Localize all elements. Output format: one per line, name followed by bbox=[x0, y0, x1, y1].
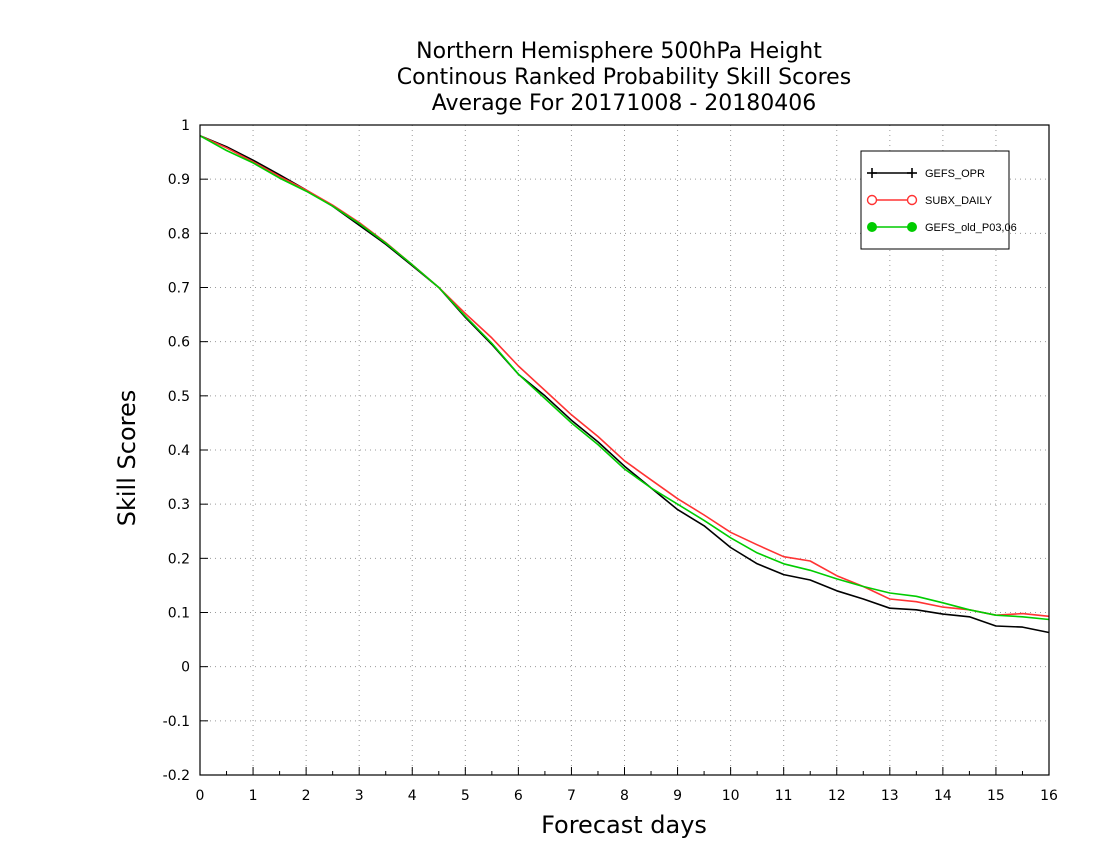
x-tick-label: 11 bbox=[775, 788, 793, 804]
x-tick-label: 3 bbox=[355, 788, 364, 804]
y-tick-label: 0.7 bbox=[168, 281, 190, 297]
chart-title: Northern Hemisphere 500hPa Height Contin… bbox=[397, 39, 851, 116]
x-tick-label: 13 bbox=[881, 788, 899, 804]
y-tick-label: 0.9 bbox=[168, 172, 190, 188]
y-tick-label: 1 bbox=[181, 118, 190, 134]
x-tick-label: 4 bbox=[408, 788, 417, 804]
y-tick-label: 0.6 bbox=[168, 335, 190, 351]
y-axis-label: Skill Scores bbox=[113, 390, 141, 527]
y-tick-label: 0.5 bbox=[168, 389, 190, 405]
chart-title-line-3: Average For 20171008 - 20180406 bbox=[432, 91, 817, 116]
x-tick-label: 5 bbox=[461, 788, 470, 804]
chart-title-line-1: Northern Hemisphere 500hPa Height bbox=[416, 39, 822, 64]
y-tick-label: -0.2 bbox=[163, 768, 190, 784]
y-tick-label: 0.2 bbox=[168, 551, 190, 567]
legend-label-0: GEFS_OPR bbox=[925, 168, 985, 180]
x-tick-label: 15 bbox=[987, 788, 1005, 804]
chart-title-line-2: Continous Ranked Probability Skill Score… bbox=[397, 65, 851, 90]
grid bbox=[200, 125, 1049, 775]
y-tick-label: 0.3 bbox=[168, 497, 190, 513]
y-tick-label: 0.8 bbox=[168, 226, 190, 242]
x-tick-label: 7 bbox=[567, 788, 576, 804]
x-axis-ticks: 0 1 2 3 4 5 6 7 8 9 10 11 12 13 14 15 16 bbox=[196, 767, 1058, 804]
x-tick-label: 16 bbox=[1040, 788, 1058, 804]
y-tick-label: 0.1 bbox=[168, 606, 190, 622]
y-tick-label: 0.4 bbox=[168, 443, 190, 459]
legend-marker-circle bbox=[866, 194, 878, 206]
x-tick-label: 1 bbox=[249, 788, 258, 804]
legend-marker-dot bbox=[867, 222, 877, 232]
x-axis-label: Forecast days bbox=[541, 811, 707, 839]
legend: GEFS_OPR SUBX_DAILY GEFS_old_P03,06 bbox=[860, 150, 1017, 250]
legend-marker-dot bbox=[907, 222, 917, 232]
y-tick-label: 0 bbox=[181, 660, 190, 676]
x-tick-label: 12 bbox=[828, 788, 846, 804]
x-tick-label: 6 bbox=[514, 788, 523, 804]
legend-label-1: SUBX_DAILY bbox=[925, 195, 993, 207]
x-tick-label: 14 bbox=[934, 788, 952, 804]
x-tick-label: 8 bbox=[620, 788, 629, 804]
legend-marker-circle bbox=[906, 194, 918, 206]
y-axis-ticks: -0.2 -0.1 0 0.1 0.2 0.3 0.4 0.5 0.6 0.7 0.8 0.9 1 bbox=[163, 118, 208, 784]
series-line-2 bbox=[199, 135, 1050, 621]
x-tick-label: 9 bbox=[673, 788, 682, 804]
legend-label-2: GEFS_old_P03,06 bbox=[925, 222, 1017, 234]
series-lines bbox=[199, 135, 1050, 634]
series-line-1 bbox=[199, 135, 1050, 618]
y-tick-label: -0.1 bbox=[163, 714, 190, 730]
x-tick-label: 2 bbox=[302, 788, 311, 804]
x-tick-label: 0 bbox=[196, 788, 205, 804]
x-tick-label: 10 bbox=[722, 788, 740, 804]
